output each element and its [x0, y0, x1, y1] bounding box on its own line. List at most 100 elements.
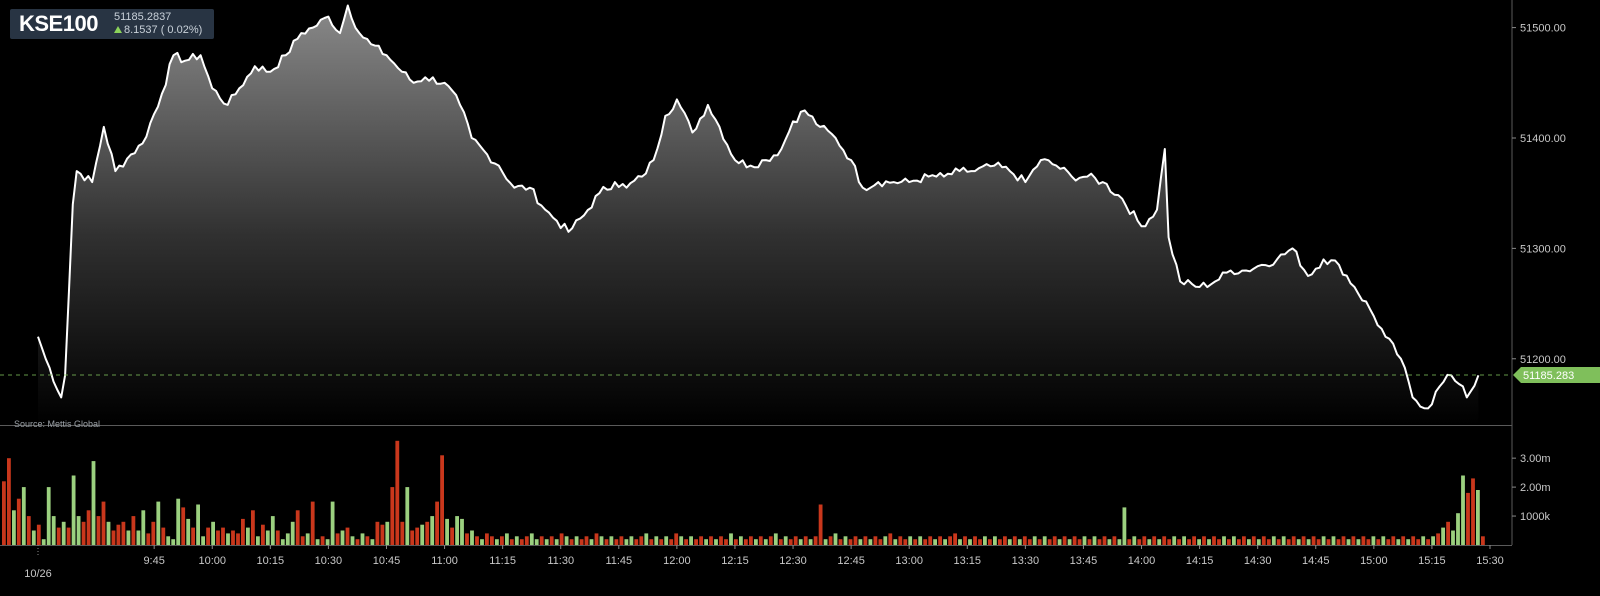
- volume-bar: [121, 521, 126, 545]
- volume-bar: [470, 530, 474, 545]
- volume-bar: [529, 533, 534, 545]
- volume-bar: [1232, 536, 1236, 545]
- volume-bar: [41, 539, 46, 545]
- volume-bar: [803, 536, 808, 545]
- time-tick-label: 11:30: [547, 555, 574, 567]
- volume-bar: [1356, 539, 1361, 545]
- price-tick-label: 51300.00: [1520, 243, 1566, 255]
- volume-bar: [1187, 539, 1191, 545]
- volume-bar: [315, 539, 320, 545]
- volume-bar: [684, 539, 688, 545]
- volume-bar: [589, 539, 594, 545]
- volume-bar: [719, 536, 723, 545]
- volume-bar: [1261, 536, 1266, 545]
- volume-bar: [1147, 539, 1152, 545]
- volume-bar: [1012, 536, 1017, 545]
- volume-bar: [1152, 536, 1157, 545]
- volume-bar: [1441, 527, 1445, 545]
- volume-bar: [176, 498, 181, 545]
- volume-bar: [793, 536, 798, 545]
- volume-bar: [679, 536, 684, 545]
- volume-bar: [51, 516, 56, 545]
- volume-bar: [56, 527, 61, 545]
- volume-bar: [943, 539, 947, 545]
- volume-bar: [858, 539, 863, 545]
- volume-bar: [594, 533, 599, 545]
- volume-bar: [1301, 536, 1306, 545]
- volume-bar: [1062, 536, 1067, 545]
- price-tick-label: 51200.00: [1520, 354, 1566, 366]
- volume-bar: [1446, 521, 1450, 545]
- volume-bar: [111, 530, 116, 545]
- volume-bar: [1476, 490, 1480, 545]
- volume-bar: [1461, 475, 1465, 545]
- volume-bar: [694, 539, 698, 545]
- volume-bar: [480, 539, 484, 545]
- volume-bar: [1227, 539, 1231, 545]
- volume-bar: [739, 536, 743, 545]
- volume-bar: [734, 539, 738, 545]
- volume-bar: [256, 536, 260, 545]
- volume-bar: [1406, 539, 1411, 545]
- volume-bar: [1411, 536, 1416, 545]
- volume-bar: [1057, 539, 1062, 545]
- time-tick-label: 11:00: [431, 555, 458, 567]
- volume-bar: [1097, 539, 1102, 545]
- volume-bar: [425, 521, 430, 545]
- volume-bar: [898, 536, 903, 545]
- volume-bar: [465, 533, 469, 545]
- volume-bar: [181, 507, 186, 545]
- volume-bar: [614, 539, 619, 545]
- volume-bar: [1197, 539, 1201, 545]
- volume-bar: [241, 518, 245, 545]
- volume-bar: [908, 536, 913, 545]
- volume-bar: [505, 533, 509, 545]
- time-tick-label: 12:15: [721, 555, 749, 567]
- volume-bar: [86, 510, 91, 545]
- volume-bar: [231, 530, 235, 545]
- volume-bar: [1037, 539, 1042, 545]
- volume-bar: [1281, 536, 1286, 545]
- volume-bar: [1022, 536, 1027, 545]
- time-tick-label: 13:45: [1070, 555, 1098, 567]
- volume-bar: [1017, 539, 1022, 545]
- volume-bar: [490, 536, 494, 545]
- volume-bar: [1416, 539, 1421, 545]
- volume-bar: [420, 524, 425, 545]
- volume-bar: [71, 475, 76, 545]
- price-axis-layer: 51200.00 51300.00 51400.00 51500.00 51185.28…: [0, 0, 1600, 545]
- volume-bar: [868, 539, 873, 545]
- volume-bar: [1346, 539, 1351, 545]
- volume-bar: [310, 501, 315, 545]
- volume-bar: [445, 518, 449, 545]
- volume-bar: [649, 539, 654, 545]
- volume-bar: [873, 536, 878, 545]
- volume-bar: [569, 539, 574, 545]
- volume-bar: [744, 539, 748, 545]
- volume-bar: [544, 539, 549, 545]
- price-tick-label: 51500.00: [1520, 23, 1566, 35]
- volume-bar: [514, 536, 519, 545]
- volume-bar: [619, 536, 624, 545]
- volume-bar: [604, 539, 609, 545]
- volume-bar: [1391, 536, 1396, 545]
- volume-bar: [564, 536, 569, 545]
- volume-bar: [714, 539, 718, 545]
- volume-bar: [435, 501, 439, 545]
- volume-bar: [584, 536, 589, 545]
- time-tick-label: 13:15: [954, 555, 982, 567]
- volume-bar: [196, 504, 200, 545]
- volume-bar: [1396, 539, 1401, 545]
- volume-bar: [305, 533, 310, 545]
- volume-bar: [1401, 536, 1406, 545]
- volume-bar: [335, 533, 340, 545]
- volume-bar: [883, 536, 888, 545]
- volume-bar: [410, 530, 415, 545]
- volume-bar: [948, 536, 952, 545]
- volume-bar: [788, 539, 793, 545]
- volume-bar: [1366, 539, 1371, 545]
- volume-bar: [415, 527, 420, 545]
- volume-bar: [903, 539, 908, 545]
- volume-bar: [460, 518, 464, 545]
- volume-bar: [988, 539, 992, 545]
